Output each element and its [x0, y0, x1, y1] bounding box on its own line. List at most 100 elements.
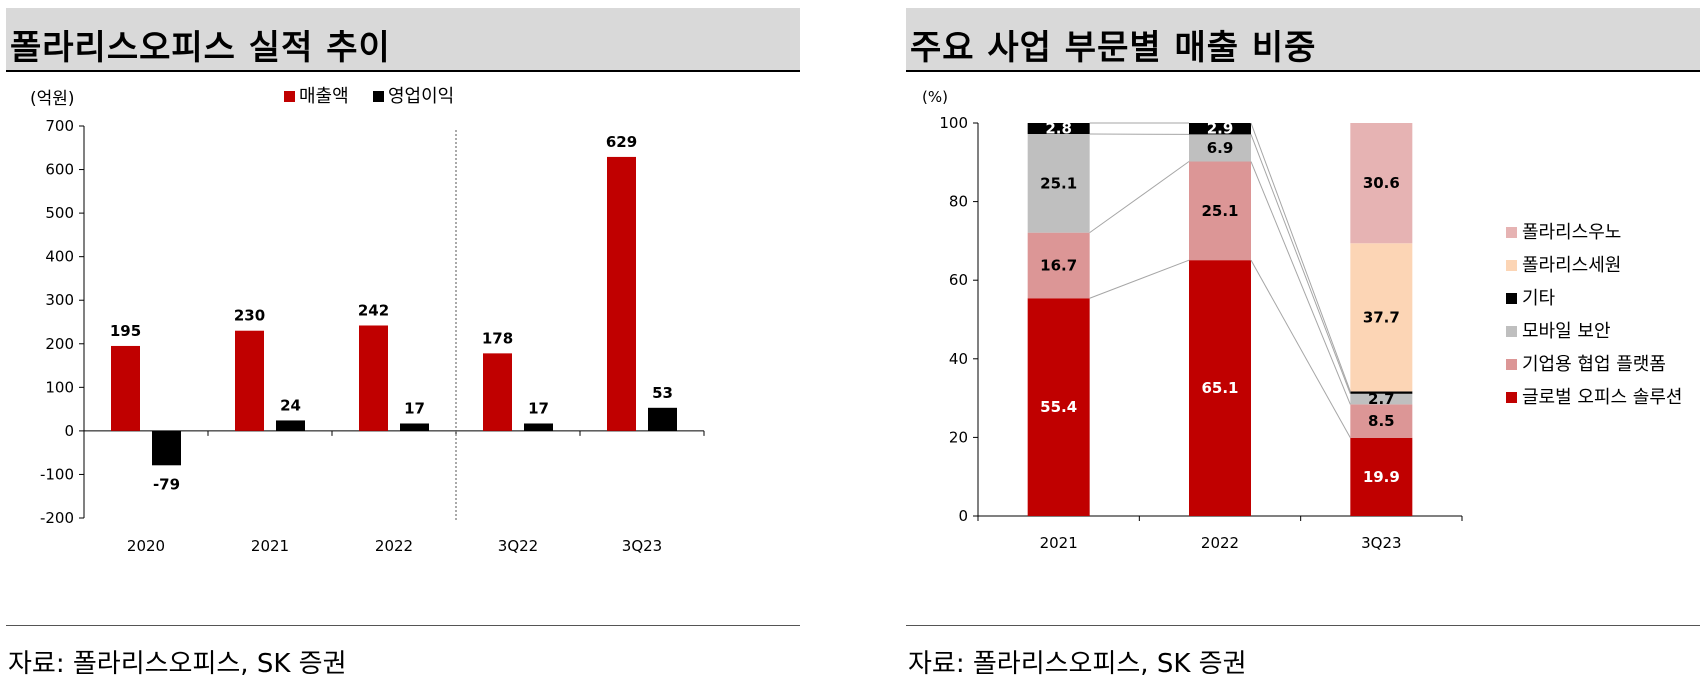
right-data-label-2-2: 2.7	[1368, 390, 1395, 408]
right-bar-seg-1-2	[1350, 404, 1413, 438]
right-legend-label-1: 폴라리스세원	[1522, 255, 1621, 276]
right-chart-title: 주요 사업 부문별 매출 비중	[910, 28, 1317, 68]
left-data-label-1-1: 24	[280, 396, 301, 414]
right-data-label-2-0: 25.1	[1040, 174, 1077, 192]
right-data-label-0-0: 55.4	[1040, 398, 1077, 416]
right-data-label-3-0: 2.8	[1045, 120, 1072, 138]
left-x-label-1: 2021	[251, 537, 289, 555]
left-y-tick-label-3: 400	[45, 248, 74, 266]
right-data-label-1-2: 8.5	[1368, 412, 1395, 430]
right-bar-seg-0-2	[1350, 437, 1413, 516]
left-data-label-1-2: 17	[404, 399, 425, 417]
right-legend-label-3: 모바일 보안	[1522, 321, 1611, 342]
left-data-label-0-4: 629	[606, 133, 637, 151]
left-x-label-4: 3Q23	[622, 537, 662, 555]
right-legend-swatch-4	[1506, 359, 1517, 370]
right-bar-seg-5-2	[1350, 123, 1413, 244]
left-y-tick-label-4: 300	[45, 291, 74, 309]
right-bar-seg-2-1	[1189, 134, 1251, 162]
left-source-note: 자료: 폴라리스오피스, SK 증권	[8, 649, 347, 679]
left-data-label-0-3: 178	[482, 329, 513, 347]
left-bar-0-3	[483, 353, 512, 431]
right-y-tick-label-5: 0	[958, 507, 968, 525]
right-series-line-0-0	[1089, 259, 1190, 299]
left-bar-1-1	[276, 420, 305, 431]
right-bar-seg-2-2	[1350, 393, 1413, 405]
right-legend-label-2: 기타	[1522, 288, 1556, 309]
left-title-bar: 폴라리스오피스 실적 추이	[6, 8, 800, 72]
left-y-tick-label-6: 100	[45, 378, 74, 396]
right-series-line-3-1	[1250, 122, 1351, 392]
right-x-label-1: 2022	[1201, 534, 1239, 552]
left-y-tick-label-0: 700	[45, 117, 74, 135]
right-unit-label: (%)	[922, 88, 948, 106]
right-bar-seg-3-1	[1189, 123, 1251, 135]
left-bar-1-3	[524, 423, 553, 431]
left-y-tick-label-9: -200	[40, 509, 74, 527]
right-bar-seg-0-0	[1027, 298, 1090, 516]
left-data-label-0-1: 230	[234, 307, 265, 325]
right-bar-seg-2-0	[1027, 134, 1090, 233]
left-bar-1-0	[152, 430, 181, 466]
left-panel: 폴라리스오피스 실적 추이 (억원) 매출액 영업이익 700 600 500 400 300…	[6, 0, 806, 684]
right-legend-swatch-3	[1506, 326, 1517, 337]
right-y-tick-label-3: 40	[949, 350, 968, 368]
left-data-label-0-0: 195	[110, 322, 141, 340]
right-bottom-rule	[906, 625, 1700, 626]
right-bar-seg-1-0	[1027, 232, 1090, 299]
right-y-tick-label-0: 100	[939, 114, 968, 132]
left-bar-1-4	[648, 407, 677, 431]
left-bar-0-1	[235, 330, 264, 431]
left-bar-0-2	[359, 325, 388, 431]
left-legend-label-1: 영업이익	[388, 86, 454, 107]
right-data-label-0-2: 19.9	[1363, 468, 1400, 486]
right-data-label-5-2: 30.6	[1363, 174, 1400, 192]
left-legend-swatch-0	[284, 91, 295, 102]
left-legend-label-0: 매출액	[299, 86, 349, 107]
right-series-line-1-1	[1250, 161, 1351, 405]
left-y-tick-label-2: 500	[45, 204, 74, 222]
left-bottom-rule	[6, 625, 800, 626]
right-series-line-2-1	[1250, 134, 1351, 394]
left-data-label-1-4: 53	[652, 384, 673, 402]
right-data-label-3-1: 2.9	[1207, 120, 1234, 138]
right-bar-seg-0-1	[1189, 260, 1251, 516]
left-bar-1-2	[400, 423, 429, 431]
right-legend-swatch-5	[1506, 392, 1517, 403]
right-bar-seg-3-0	[1027, 123, 1090, 135]
right-y-tick-label-1: 80	[949, 193, 968, 211]
right-legend-swatch-2	[1506, 293, 1517, 304]
right-chart: (%) 100 80 60 40 20 0 2021 2022 3Q23 55.4 16.7 25.1 2…	[922, 88, 1682, 552]
right-legend-label-0: 폴라리스우노	[1522, 222, 1621, 243]
left-data-label-1-0: -79	[153, 475, 180, 493]
left-y-tick-label-1: 600	[45, 161, 74, 179]
right-data-label-2-1: 6.9	[1207, 139, 1234, 157]
right-x-label-2: 3Q23	[1361, 534, 1401, 552]
left-x-label-0: 2020	[127, 537, 165, 555]
right-source-note: 자료: 폴라리스오피스, SK 증권	[908, 649, 1247, 679]
right-bar-seg-3-2	[1350, 391, 1413, 394]
left-bar-0-0	[111, 345, 140, 431]
left-y-tick-label-5: 200	[45, 335, 74, 353]
right-data-label-1-1: 25.1	[1201, 202, 1238, 220]
left-y-tick-label-8: -100	[40, 465, 74, 483]
right-legend-label-5: 글로벌 오피스 솔루션	[1522, 387, 1682, 408]
left-chart: (억원) 매출액 영업이익 700 600 500 400 300 200 100 0 -100 -20…	[30, 86, 705, 555]
right-legend-swatch-1	[1506, 260, 1517, 271]
right-bar-seg-1-1	[1189, 161, 1251, 261]
left-data-label-1-3: 17	[528, 399, 549, 417]
left-y-tick-label-7: 0	[64, 422, 74, 440]
left-unit-label: (억원)	[30, 89, 75, 109]
right-data-label-1-0: 16.7	[1040, 256, 1077, 274]
right-y-tick-label-4: 20	[949, 428, 968, 446]
right-bar-seg-4-2	[1350, 243, 1413, 392]
left-legend-swatch-1	[373, 91, 384, 102]
left-chart-title: 폴라리스오피스 실적 추이	[10, 28, 391, 68]
right-data-label-0-1: 65.1	[1201, 379, 1238, 397]
left-bar-0-4	[607, 156, 636, 431]
right-legend-label-4: 기업용 협업 플랫폼	[1522, 354, 1666, 375]
right-legend-swatch-0	[1506, 227, 1517, 238]
right-data-label-4-2: 37.7	[1363, 308, 1400, 326]
right-x-label-0: 2021	[1040, 534, 1078, 552]
right-series-line-1-0	[1089, 161, 1190, 234]
